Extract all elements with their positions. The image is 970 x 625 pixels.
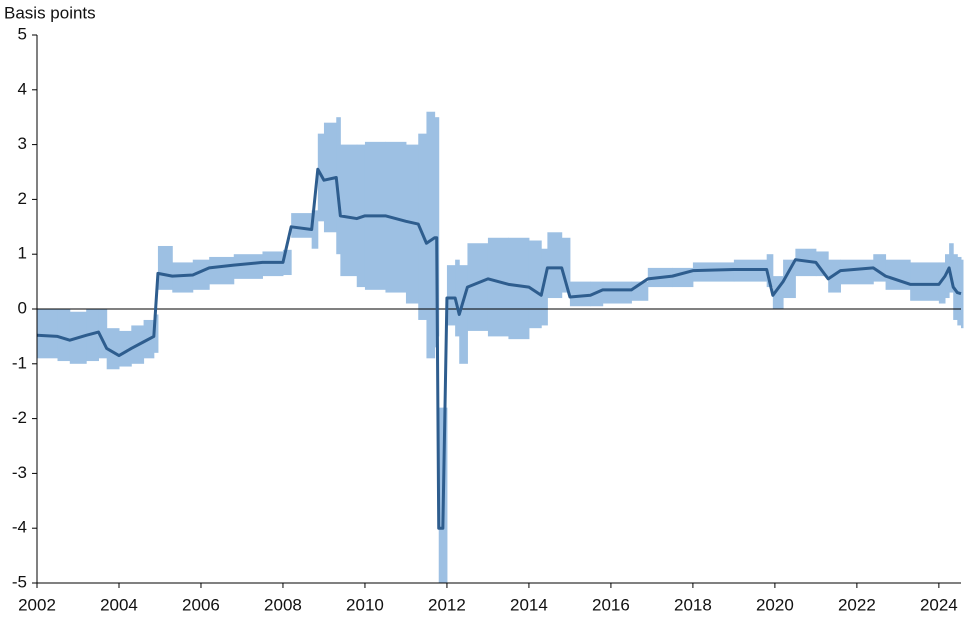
confidence-band <box>311 210 319 249</box>
confidence-band <box>37 309 58 359</box>
confidence-band <box>487 237 509 337</box>
y-tick-label: -3 <box>12 463 27 482</box>
y-tick-label: -1 <box>12 353 27 372</box>
confidence-band <box>938 262 946 304</box>
confidence-band <box>766 254 774 288</box>
confidence-band <box>57 309 71 362</box>
y-tick-label: 1 <box>18 244 27 263</box>
confidence-band <box>783 259 796 299</box>
confidence-band <box>106 328 120 370</box>
confidence-band <box>508 237 530 340</box>
x-tick-label: 2010 <box>346 595 384 614</box>
confidence-band <box>153 314 159 353</box>
confidence-band <box>945 254 950 299</box>
confidence-band <box>426 111 436 359</box>
confidence-band <box>157 245 173 290</box>
confidence-band <box>418 133 427 320</box>
x-tick-label: 2006 <box>182 595 220 614</box>
confidence-band <box>772 276 784 309</box>
confidence-band <box>442 407 448 583</box>
confidence-band <box>569 281 591 307</box>
x-tick-label: 2022 <box>838 595 876 614</box>
confidence-band <box>282 249 292 276</box>
x-tick-label: 2018 <box>674 595 712 614</box>
confidence-band <box>192 259 210 290</box>
confidence-band <box>291 213 313 238</box>
x-tick-label: 2024 <box>920 595 958 614</box>
confidence-band <box>815 251 829 277</box>
confidence-band <box>840 259 874 285</box>
y-tick-label: 4 <box>18 79 27 98</box>
x-tick-label: 2012 <box>428 595 466 614</box>
confidence-band <box>340 144 358 277</box>
confidence-band <box>692 262 735 282</box>
confidence-band <box>957 256 962 326</box>
y-tick-label: 3 <box>18 134 27 153</box>
y-tick-label: 0 <box>18 298 27 317</box>
x-tick-label: 2020 <box>756 595 794 614</box>
confidence-band <box>172 262 194 293</box>
confidence-band <box>446 265 456 326</box>
x-tick-label: 2008 <box>264 595 302 614</box>
confidence-band <box>233 254 263 279</box>
confidence-band <box>547 232 563 299</box>
confidence-band <box>528 240 542 329</box>
confidence-band <box>434 117 438 348</box>
confidence-band <box>455 259 460 337</box>
y-tick-label: -5 <box>12 572 27 591</box>
confidence-band <box>602 281 632 304</box>
y-tick-label: 2 <box>18 189 27 208</box>
confidence-band <box>910 262 940 301</box>
x-tick-label: 2016 <box>592 595 630 614</box>
y-axis-label: Basis points <box>4 3 96 22</box>
x-tick-label: 2002 <box>18 595 56 614</box>
confidence-band <box>438 407 444 583</box>
confidence-band <box>436 117 440 337</box>
y-tick-label: -2 <box>12 408 27 427</box>
y-tick-label: 5 <box>18 24 27 43</box>
x-tick-label: 2014 <box>510 595 548 614</box>
x-tick-label: 2004 <box>100 595 138 614</box>
median-line <box>36 167 962 530</box>
confidence-band <box>459 265 468 364</box>
confidence-band <box>98 309 108 359</box>
y-tick-label: -4 <box>12 518 27 537</box>
confidence-band <box>949 243 954 293</box>
confidence-band <box>961 259 964 329</box>
confidence-band <box>209 256 235 285</box>
confidence-band <box>953 254 958 320</box>
confidence-band <box>885 259 911 290</box>
confidence-band <box>561 237 571 293</box>
confidence-band <box>118 330 132 367</box>
